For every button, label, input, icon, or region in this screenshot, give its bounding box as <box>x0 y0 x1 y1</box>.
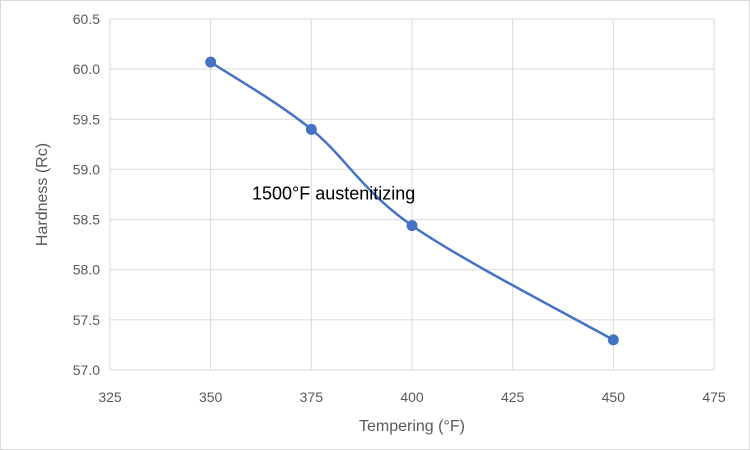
data-point <box>205 56 217 68</box>
data-point <box>607 334 619 346</box>
y-tick-label: 59.0 <box>73 161 100 177</box>
series-line <box>209 60 615 342</box>
y-tick-label: 60.5 <box>73 11 100 27</box>
y-tick-label: 58.5 <box>73 212 100 228</box>
y-axis-title: Hardness (Rc) <box>34 143 51 246</box>
x-tick-label: 375 <box>300 389 324 405</box>
x-tick-label: 400 <box>400 389 424 405</box>
y-tick-label: 58.0 <box>73 262 100 278</box>
y-tick-label: 57.5 <box>73 312 100 328</box>
annotations: 1500°F austenitizing <box>252 184 415 204</box>
x-tick-label: 475 <box>702 389 726 405</box>
annotation-label: 1500°F austenitizing <box>252 184 415 204</box>
x-tick-label: 325 <box>98 389 122 405</box>
tick-labels: 57.0 57.5 58.0 58.5 59.0 59.5 60.0 60.5 325 350 37… <box>73 11 726 405</box>
x-tick-label: 425 <box>501 389 525 405</box>
y-tick-label: 60.0 <box>73 61 100 77</box>
x-tick-label: 450 <box>602 389 626 405</box>
y-tick-label: 59.5 <box>73 111 100 127</box>
x-tick-label: 350 <box>199 389 223 405</box>
data-point <box>305 123 317 135</box>
data-point <box>406 220 418 232</box>
grid <box>109 18 715 371</box>
x-axis-title: Tempering (°F) <box>359 418 465 435</box>
series <box>205 56 619 346</box>
y-tick-label: 57.0 <box>73 362 100 378</box>
